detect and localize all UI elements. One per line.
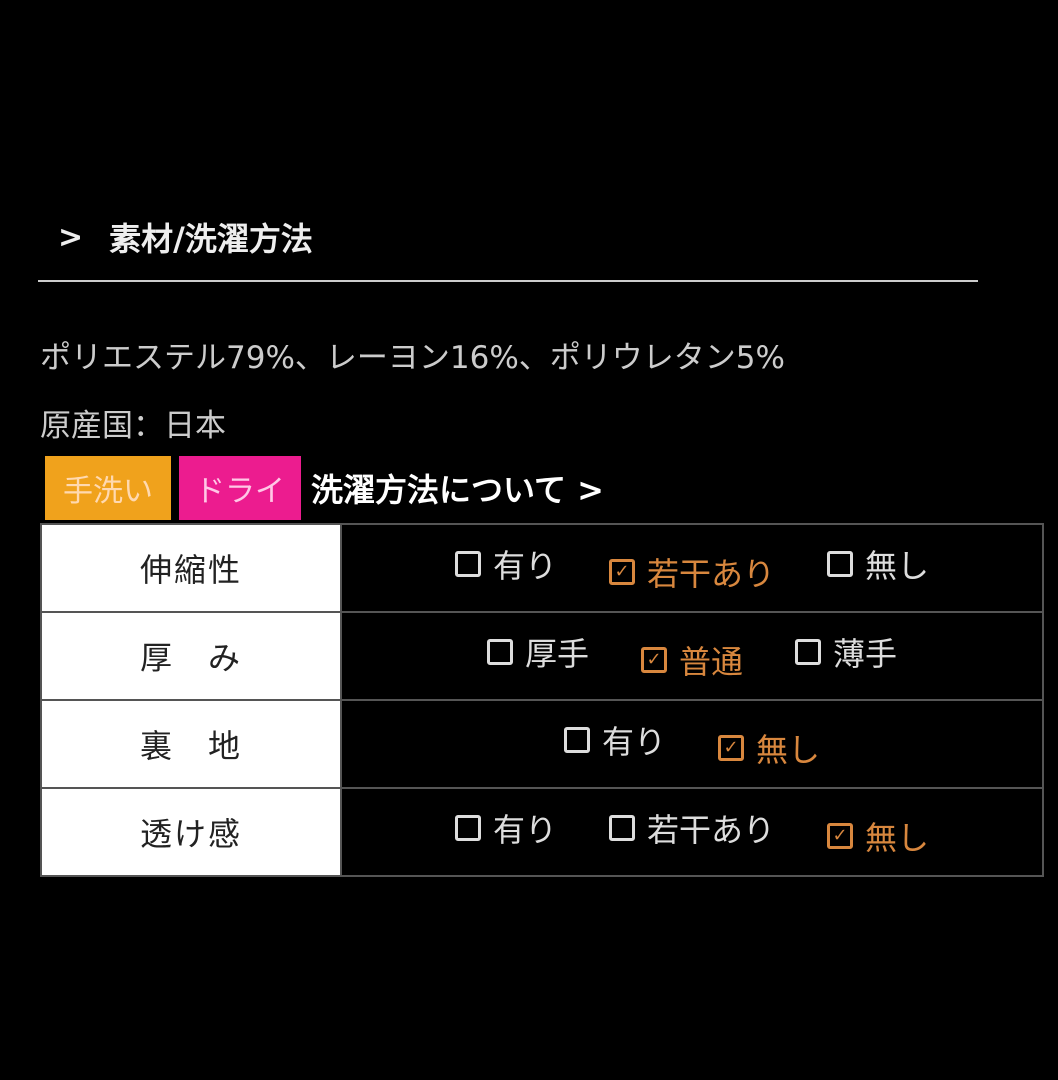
row-options: 有り 若干あり ✓ 無し xyxy=(340,787,1044,877)
unchecked-box-icon xyxy=(795,639,821,665)
option-label: 有り xyxy=(492,811,557,849)
unchecked-box-icon xyxy=(486,639,513,665)
material-composition: ポリエステル79%、レーヨン16%、ポリウレタン5% xyxy=(40,340,785,376)
option-checkbox[interactable]: 無し xyxy=(827,541,929,587)
option-checkbox[interactable]: 薄手 xyxy=(795,629,897,675)
row-options: 有り ✓ 無し xyxy=(340,699,1044,789)
washing-method-link[interactable]: 洗濯方法について > xyxy=(311,471,604,509)
option-checkbox[interactable]: 有り xyxy=(563,717,666,763)
wash-tags: 手洗い ドライ 洗濯方法について > xyxy=(45,456,604,520)
unchecked-box-icon xyxy=(827,551,853,577)
option-checkbox[interactable]: ✓ 若干あり xyxy=(608,549,775,595)
section-header[interactable]: > 素材/洗濯方法 xyxy=(58,214,313,260)
checked-box-icon: ✓ xyxy=(827,823,853,849)
chevron-right-icon: > xyxy=(58,219,84,255)
row-label: 厚 み xyxy=(40,611,342,701)
table-row: 厚 み 厚手 ✓ 普通 薄手 xyxy=(40,611,1044,701)
unchecked-box-icon xyxy=(454,815,481,841)
option-checkbox[interactable]: 若干あり xyxy=(608,805,775,851)
option-label: 有り xyxy=(601,723,666,761)
hand-wash-tag: 手洗い xyxy=(45,456,171,520)
option-checkbox[interactable]: ✓ 無し xyxy=(718,725,820,771)
unchecked-box-icon xyxy=(563,727,590,753)
option-checkbox[interactable]: ✓ 普通 xyxy=(640,637,743,683)
table-row: 裏 地 有り ✓ 無し xyxy=(40,699,1044,789)
option-label: 有り xyxy=(492,547,557,585)
table-row: 伸縮性 有り ✓ 若干あり 無し xyxy=(40,523,1044,613)
row-options: 厚手 ✓ 普通 薄手 xyxy=(340,611,1044,701)
checked-box-icon: ✓ xyxy=(718,735,744,761)
section-title: 素材/洗濯方法 xyxy=(109,220,313,258)
option-checkbox[interactable]: 厚手 xyxy=(486,629,589,675)
checked-box-icon: ✓ xyxy=(608,559,635,585)
row-label: 伸縮性 xyxy=(40,523,342,613)
divider xyxy=(38,280,978,282)
unchecked-box-icon xyxy=(608,815,635,841)
row-label: 裏 地 xyxy=(40,699,342,789)
unchecked-box-icon xyxy=(454,551,481,577)
option-checkbox[interactable]: 有り xyxy=(454,805,557,851)
option-checkbox[interactable]: 有り xyxy=(454,541,557,587)
option-label: 厚手 xyxy=(524,635,589,673)
country-of-origin: 原産国：日本 xyxy=(40,408,226,444)
row-label: 透け感 xyxy=(40,787,342,877)
attributes-table: 伸縮性 有り ✓ 若干あり 無し厚 み厚手 ✓ 普通 薄手裏 地有り ✓ 無し 透け感 有り 若干あり ✓… xyxy=(40,523,1044,877)
option-label: 若干あり xyxy=(646,811,775,849)
option-label: 若干あり xyxy=(646,555,775,593)
option-label: 普通 xyxy=(678,643,743,681)
row-options: 有り ✓ 若干あり 無し xyxy=(340,523,1044,613)
option-checkbox[interactable]: ✓ 無し xyxy=(827,813,929,859)
option-label: 無し xyxy=(865,819,930,857)
checked-box-icon: ✓ xyxy=(640,647,667,673)
option-label: 薄手 xyxy=(833,635,898,673)
option-label: 無し xyxy=(756,731,821,769)
dry-clean-tag: ドライ xyxy=(179,456,301,520)
table-row: 透け感 有り 若干あり ✓ 無し xyxy=(40,787,1044,877)
option-label: 無し xyxy=(865,547,930,585)
